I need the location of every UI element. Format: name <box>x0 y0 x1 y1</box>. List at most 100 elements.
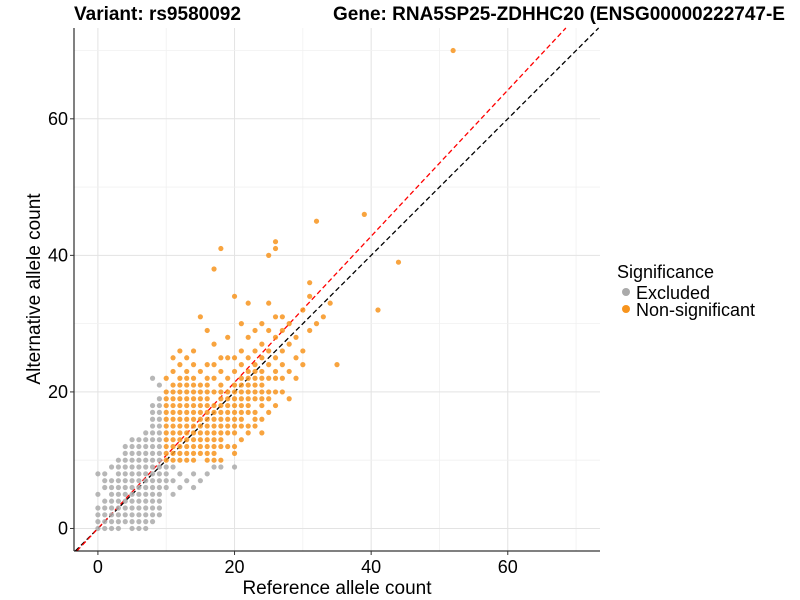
point-non-significant <box>197 416 203 422</box>
point-non-significant <box>231 396 238 402</box>
point-non-significant <box>211 450 217 456</box>
point-excluded <box>115 505 122 511</box>
point-non-significant <box>266 396 272 402</box>
point-excluded <box>136 471 142 477</box>
point-non-significant <box>190 409 197 415</box>
point-excluded <box>108 498 115 504</box>
point-non-significant <box>259 389 265 395</box>
point-non-significant <box>238 348 244 354</box>
point-non-significant <box>190 457 197 463</box>
point-excluded <box>95 471 101 477</box>
point-excluded <box>102 505 108 511</box>
point-non-significant <box>231 355 238 361</box>
point-non-significant <box>286 321 292 327</box>
point-excluded <box>129 519 135 525</box>
point-non-significant <box>170 396 176 402</box>
point-non-significant <box>184 409 190 415</box>
point-non-significant <box>245 389 251 395</box>
point-non-significant <box>245 430 251 436</box>
point-non-significant <box>204 327 210 334</box>
point-non-significant <box>272 402 279 409</box>
point-excluded <box>149 505 156 511</box>
point-excluded <box>115 525 122 532</box>
point-non-significant <box>197 396 203 402</box>
point-non-significant <box>252 375 258 381</box>
point-non-significant <box>252 362 258 368</box>
point-excluded <box>122 519 128 525</box>
point-excluded <box>108 525 115 532</box>
point-non-significant <box>177 443 183 450</box>
point-excluded <box>149 471 156 477</box>
point-excluded <box>170 478 176 484</box>
point-non-significant <box>177 396 183 402</box>
point-excluded <box>115 519 122 525</box>
point-excluded <box>136 505 142 511</box>
point-non-significant <box>279 327 285 334</box>
point-non-significant <box>211 457 217 463</box>
point-non-significant <box>259 396 265 402</box>
point-non-significant <box>286 341 292 347</box>
point-excluded <box>102 519 108 525</box>
point-non-significant <box>163 437 169 443</box>
point-non-significant <box>286 396 292 402</box>
point-non-significant <box>272 389 279 395</box>
point-excluded <box>122 478 128 484</box>
point-excluded <box>149 512 156 518</box>
point-non-significant <box>170 355 176 361</box>
point-non-significant <box>218 389 224 395</box>
point-non-significant <box>272 355 279 361</box>
point-non-significant <box>163 450 169 456</box>
point-non-significant <box>238 409 244 415</box>
point-excluded <box>129 457 135 463</box>
point-excluded <box>136 484 142 491</box>
point-non-significant <box>300 362 306 368</box>
point-non-significant <box>361 211 367 217</box>
point-non-significant <box>190 450 197 456</box>
point-non-significant <box>238 382 244 388</box>
point-non-significant <box>259 321 265 327</box>
point-non-significant <box>259 341 265 347</box>
point-non-significant <box>293 375 299 381</box>
point-non-significant <box>204 375 210 381</box>
point-non-significant <box>218 355 224 361</box>
point-non-significant <box>238 416 244 422</box>
point-non-significant <box>204 450 210 456</box>
point-non-significant <box>170 368 176 375</box>
point-non-significant <box>259 368 265 375</box>
point-non-significant <box>395 259 402 265</box>
point-non-significant <box>177 457 183 463</box>
point-non-significant <box>252 382 258 388</box>
point-excluded <box>143 457 149 463</box>
point-non-significant <box>190 430 197 436</box>
point-excluded <box>136 525 142 532</box>
point-non-significant <box>177 409 183 415</box>
point-excluded <box>143 491 149 497</box>
point-excluded <box>115 498 122 504</box>
point-non-significant <box>211 341 217 347</box>
reference-line-fitted <box>76 27 567 552</box>
point-excluded <box>211 464 217 470</box>
point-non-significant <box>252 368 258 375</box>
point-excluded <box>129 491 135 497</box>
point-non-significant <box>245 355 251 361</box>
point-non-significant <box>307 280 313 286</box>
point-excluded <box>122 484 128 491</box>
point-excluded <box>143 443 149 450</box>
point-non-significant <box>218 382 224 388</box>
point-non-significant <box>231 293 238 299</box>
point-non-significant <box>231 409 238 415</box>
point-non-significant <box>190 362 197 368</box>
point-non-significant <box>225 443 231 450</box>
point-excluded <box>156 423 162 429</box>
point-non-significant <box>245 382 251 388</box>
point-excluded <box>129 498 135 504</box>
legend-label-excluded: Excluded <box>636 283 710 303</box>
point-non-significant <box>204 443 210 450</box>
point-excluded <box>102 498 108 504</box>
point-non-significant <box>231 430 238 436</box>
point-non-significant <box>211 362 217 368</box>
point-excluded <box>122 471 128 477</box>
point-excluded <box>122 450 128 456</box>
point-excluded <box>122 464 128 470</box>
point-non-significant <box>218 409 224 415</box>
